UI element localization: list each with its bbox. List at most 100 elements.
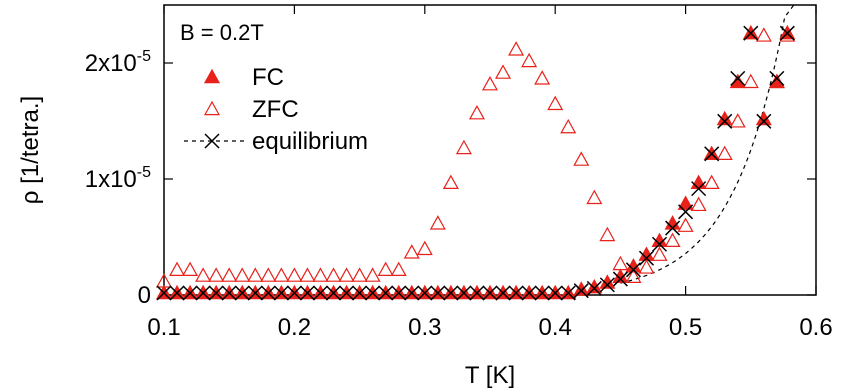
zfc-point	[286, 267, 303, 282]
equilibrium-point	[234, 285, 250, 301]
equilibrium-point	[443, 285, 459, 301]
equilibrium-point	[730, 70, 746, 86]
equilibrium-line	[620, 4, 795, 284]
legend-equilibrium-marker	[204, 133, 220, 149]
zfc-point	[390, 261, 407, 276]
equilibrium-point	[638, 250, 655, 266]
zfc-point	[468, 104, 485, 120]
zfc-point	[442, 174, 459, 189]
zfc-point	[182, 261, 199, 276]
equilibrium-point	[678, 204, 694, 220]
equilibrium-point	[378, 285, 394, 301]
equilibrium-point	[599, 277, 615, 293]
equilibrium-point	[717, 113, 733, 129]
x-tick-label: 0.6	[799, 314, 832, 341]
y-tick-label: 1x10-5	[85, 164, 151, 193]
zfc-point	[351, 267, 368, 282]
x-tick-label: 0.2	[278, 314, 311, 341]
zfc-point	[716, 145, 733, 160]
annotation-field: B = 0.2T	[180, 20, 264, 45]
equilibrium-point	[769, 70, 785, 86]
equilibrium-point	[743, 25, 759, 41]
equilibrium-point	[495, 285, 511, 301]
fc-point	[677, 195, 694, 210]
zfc-point	[377, 261, 394, 276]
zfc-point	[403, 244, 420, 259]
equilibrium-point	[469, 285, 485, 301]
zfc-point	[664, 232, 681, 247]
equilibrium-point	[339, 285, 355, 301]
x-tick-label: 0.5	[669, 314, 702, 341]
zfc-point	[508, 41, 525, 56]
zfc-point	[364, 267, 381, 282]
zfc-point	[560, 118, 577, 134]
equilibrium-point	[547, 285, 563, 301]
legend: FC ZFC equilibrium	[184, 64, 368, 155]
zfc-point	[703, 174, 720, 189]
zfc-point	[534, 70, 551, 85]
zfc-point	[612, 255, 629, 271]
legend-equilibrium-label: equilibrium	[252, 128, 368, 155]
zfc-point	[742, 73, 759, 89]
equilibrium-point	[182, 285, 198, 301]
equilibrium-point	[779, 25, 795, 41]
zfc-point	[455, 139, 472, 155]
equilibrium-curve	[620, 4, 795, 284]
y-axis-label: ρ [1/tetra.]	[17, 96, 44, 204]
zfc-point	[690, 196, 707, 212]
equilibrium-point	[352, 285, 368, 301]
legend-zfc-marker	[203, 100, 221, 116]
data-marks	[155, 24, 796, 301]
legend-fc-label: FC	[252, 64, 284, 91]
x-axis-label: T [K]	[465, 362, 515, 389]
equilibrium-point	[156, 285, 172, 301]
equilibrium-point	[312, 285, 329, 301]
zfc-point	[755, 27, 772, 42]
zfc-point	[429, 215, 446, 230]
equilibrium-point	[325, 285, 342, 301]
x-tick-label: 0.1	[147, 314, 180, 341]
zfc-point	[299, 267, 316, 282]
legend-fc: FC	[203, 64, 284, 91]
equilibrium-point	[482, 285, 498, 301]
zfc-point	[195, 267, 212, 282]
legend-equilibrium: equilibrium	[184, 128, 368, 155]
equilibrium-point	[508, 285, 524, 301]
equilibrium-point	[456, 285, 472, 301]
equilibrium-point	[404, 285, 420, 301]
equilibrium-point	[573, 283, 589, 299]
equilibrium-point	[612, 271, 628, 287]
fc-point	[573, 281, 590, 296]
equilibrium-point	[417, 285, 433, 301]
equilibrium-point	[691, 181, 707, 197]
fc-point	[729, 73, 746, 89]
zfc-point	[325, 267, 342, 282]
zfc-point	[273, 267, 290, 282]
equilibrium-point	[365, 285, 381, 301]
fc-point	[599, 274, 616, 289]
equilibrium-point	[247, 285, 263, 301]
equilibrium-point	[273, 285, 289, 301]
legend-fc-marker	[203, 68, 221, 84]
fc-point	[612, 268, 629, 283]
zfc-point	[547, 95, 564, 111]
fc-point	[716, 110, 733, 126]
equilibrium-point	[521, 285, 537, 301]
equilibrium-point	[586, 280, 602, 296]
zfc-point	[247, 267, 264, 282]
zfc-point	[729, 113, 746, 128]
zfc-point	[677, 217, 694, 232]
zfc-point	[481, 75, 499, 91]
equilibrium-point	[286, 285, 302, 301]
equilibrium-point	[169, 285, 185, 301]
zfc-point	[651, 246, 668, 261]
x-tick-label: 0.4	[539, 314, 572, 341]
zfc-point	[312, 267, 329, 282]
equilibrium-point	[651, 236, 668, 252]
zfc-point	[208, 267, 225, 282]
y-tick-label: 0	[138, 282, 151, 309]
y-tick-label: 2x10-5	[85, 48, 151, 77]
equilibrium-point	[704, 146, 720, 162]
zfc-point	[495, 64, 512, 79]
